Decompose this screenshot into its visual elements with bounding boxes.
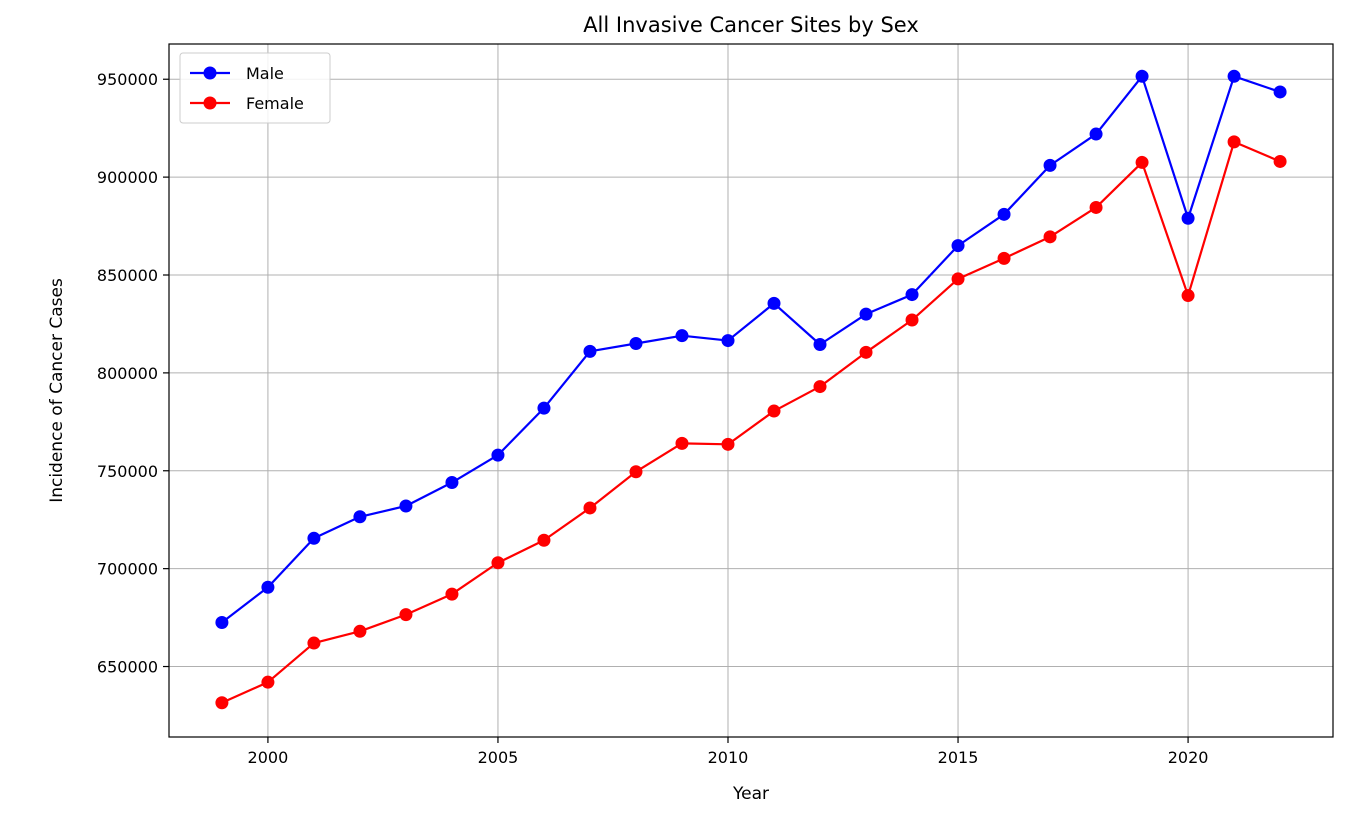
data-point-male xyxy=(307,531,321,545)
data-point-male xyxy=(997,207,1011,221)
grid-lines xyxy=(169,44,1333,737)
data-point-female xyxy=(215,696,229,710)
axis-ticks: 2000 2005 2010 2015 2020 650000 700000 750000 80… xyxy=(97,70,1209,767)
y-tick-label: 950000 xyxy=(97,70,158,89)
x-axis-label: Year xyxy=(732,784,769,804)
data-point-male xyxy=(353,510,367,524)
x-tick-label: 2000 xyxy=(248,748,289,767)
data-point-female xyxy=(813,380,827,394)
data-point-female xyxy=(1135,155,1149,169)
data-point-male xyxy=(721,334,735,348)
legend-label: Male xyxy=(246,64,284,83)
x-tick-label: 2015 xyxy=(938,748,979,767)
legend-label: Female xyxy=(246,94,304,113)
data-point-male xyxy=(583,344,597,358)
data-point-male xyxy=(905,288,919,302)
data-point-male xyxy=(399,499,413,513)
data-point-male xyxy=(629,337,643,351)
legend-box xyxy=(179,52,331,124)
data-point-male xyxy=(767,296,781,310)
y-tick-label: 700000 xyxy=(97,560,158,579)
chart-title: All Invasive Cancer Sites by Sex xyxy=(583,13,919,37)
y-tick-label: 650000 xyxy=(97,658,158,677)
y-axis-label: Incidence of Cancer Cases xyxy=(47,278,67,503)
data-point-male xyxy=(1181,211,1195,225)
data-point-female xyxy=(307,636,321,650)
data-point-female xyxy=(997,251,1011,265)
x-tick-label: 2010 xyxy=(708,748,749,767)
data-point-female xyxy=(1089,200,1103,214)
data-point-male xyxy=(1089,127,1103,141)
data-point-female xyxy=(629,465,643,479)
legend-item-male: Male xyxy=(190,64,284,83)
series-layer xyxy=(215,69,1287,710)
x-tick-label: 2005 xyxy=(478,748,519,767)
data-point-female xyxy=(859,345,873,359)
data-point-female xyxy=(675,436,689,450)
data-point-male xyxy=(1227,69,1241,83)
data-point-female xyxy=(1181,289,1195,303)
data-point-male xyxy=(813,337,827,351)
data-point-female xyxy=(445,587,459,601)
data-point-male xyxy=(951,239,965,253)
data-point-male xyxy=(537,401,551,415)
y-tick-label: 900000 xyxy=(97,168,158,187)
data-point-female xyxy=(951,272,965,286)
data-point-female xyxy=(353,624,367,638)
legend-marker-swatch xyxy=(203,66,217,80)
data-point-male xyxy=(859,307,873,321)
data-point-female xyxy=(1227,135,1241,149)
series-line-male xyxy=(221,75,1281,624)
data-point-female xyxy=(767,404,781,418)
data-point-female xyxy=(1043,230,1057,244)
series-line-female xyxy=(221,140,1281,704)
data-point-male xyxy=(491,448,505,462)
data-point-female xyxy=(399,608,413,622)
y-tick-label: 750000 xyxy=(97,462,158,481)
series-male xyxy=(215,69,1287,629)
data-point-male xyxy=(215,615,229,629)
data-point-female xyxy=(491,556,505,570)
data-point-male xyxy=(261,580,275,594)
data-point-female xyxy=(583,501,597,515)
data-point-female xyxy=(537,533,551,547)
data-point-female xyxy=(1273,154,1287,168)
y-tick-label: 850000 xyxy=(97,266,158,285)
legend: Male Female xyxy=(179,52,331,124)
data-point-male xyxy=(1043,158,1057,172)
plot-area-frame xyxy=(168,43,1334,738)
data-point-male xyxy=(1273,85,1287,99)
data-point-male xyxy=(1135,69,1149,83)
legend-item-female: Female xyxy=(190,94,304,113)
data-point-male xyxy=(675,329,689,343)
legend-marker-swatch xyxy=(203,96,217,110)
y-tick-label: 800000 xyxy=(97,364,158,383)
data-point-female xyxy=(721,437,735,451)
data-point-male xyxy=(445,476,459,490)
series-female xyxy=(215,135,1287,710)
data-point-female xyxy=(905,313,919,327)
x-tick-label: 2020 xyxy=(1168,748,1209,767)
data-point-female xyxy=(261,675,275,689)
